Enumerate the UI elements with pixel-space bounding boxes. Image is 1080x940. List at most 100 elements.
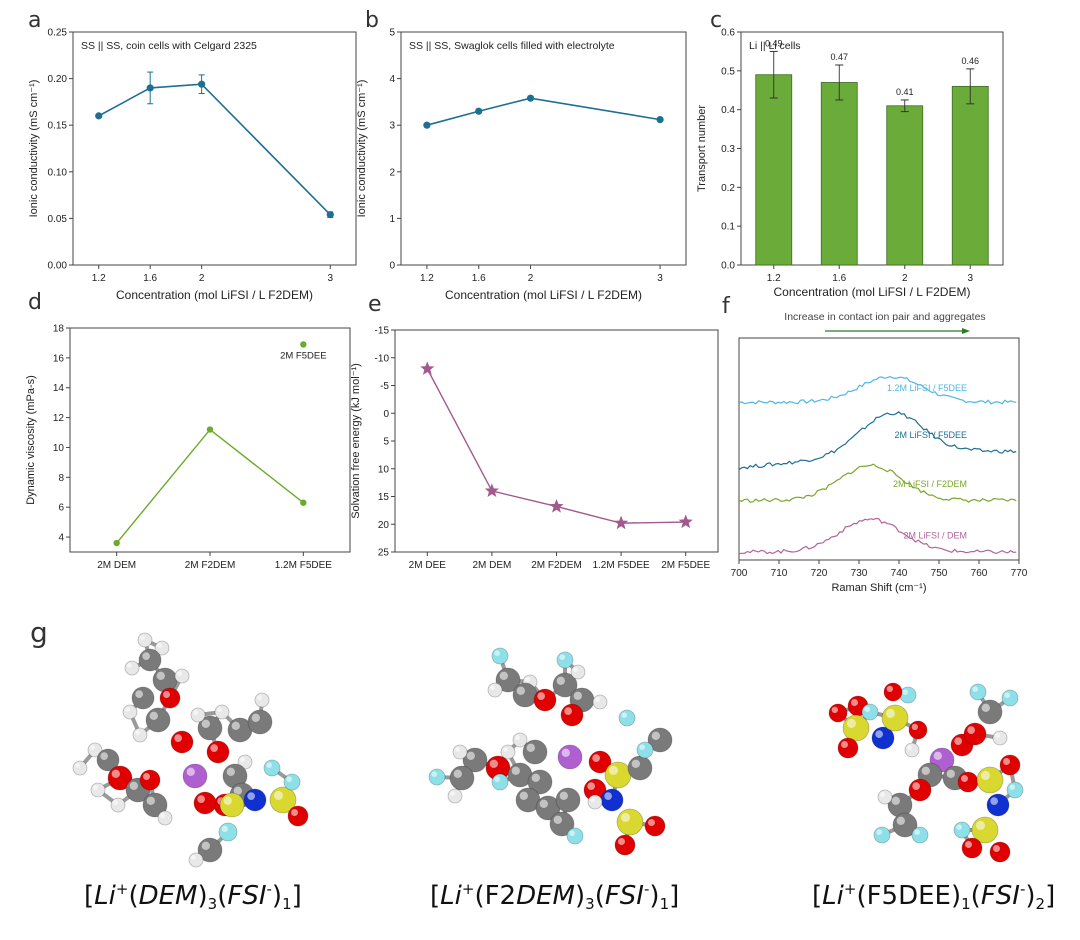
chart-a-xtick-label: 1.6	[143, 273, 157, 284]
molecule-2-atom-highlight	[651, 731, 660, 740]
chart-d-frame	[69, 327, 351, 553]
molecule-1-atom	[124, 660, 140, 676]
molecule-2-atom-highlight	[618, 838, 625, 845]
molecule-2-atom	[452, 744, 468, 760]
chart-e-point-star	[678, 514, 693, 529]
molecule-3-atom-highlight	[912, 782, 921, 791]
molecule-3-atom	[977, 699, 1003, 725]
molecule-1-atom-highlight	[75, 763, 81, 768]
molecule-3-atom-highlight	[995, 733, 1000, 738]
molecule-2-atom	[533, 688, 557, 712]
molecule-2-atom	[447, 788, 463, 804]
molecule-3-atom-highlight	[864, 706, 870, 712]
molecule-2-atom	[428, 768, 446, 786]
molecule-2-atom	[614, 834, 636, 856]
chart-e-ytick-label: 15	[378, 492, 390, 503]
molecule-1-atom	[174, 668, 190, 684]
molecule-3-atom-highlight	[921, 766, 930, 775]
chart-e-xtick-label: 2M DEM	[472, 560, 511, 571]
molecule-3-atom-highlight	[831, 706, 838, 713]
panel-letter-a: a	[28, 8, 42, 33]
molecule-1-atom-highlight	[247, 792, 255, 801]
chart-c-xtick-label: 1.6	[832, 273, 846, 284]
molecule-2-atom-highlight	[608, 765, 618, 775]
molecule-3-atom	[873, 826, 891, 844]
molecule-1-atom-highlight	[240, 757, 245, 762]
chart-d-series-line	[116, 428, 304, 544]
chart-e-ylabel: Solvation free energy (kJ mol⁻¹)	[350, 363, 362, 519]
molecule-3-atom	[961, 837, 983, 859]
panel-letter-c: c	[710, 8, 723, 33]
chart-b-title: SS || SS, Swaglok cells filled with elec…	[409, 40, 615, 52]
molecule-3-atom	[828, 703, 848, 723]
molecule-3-atom-highlight	[846, 718, 856, 728]
molecule-1-atom-highlight	[226, 767, 235, 776]
chart-f-series-label: 2M LiFSI / DEM	[903, 531, 967, 541]
molecule-1-atom	[219, 792, 245, 818]
molecule-3-atom	[908, 778, 932, 802]
molecule-2-atom	[557, 744, 583, 770]
chart-b-ytick-label: 2	[389, 167, 395, 178]
chart-d-ytick-label: 14	[53, 383, 65, 394]
chart-a-xtick-label: 1.2	[92, 273, 106, 284]
chart-f-xtick-label: 730	[851, 568, 868, 579]
molecule-1-atom-highlight	[257, 695, 262, 700]
molecule-3-atom	[861, 703, 879, 721]
chart-d-point	[206, 426, 214, 433]
molecule-1-atom	[132, 727, 148, 743]
molecule-2-atom-highlight	[494, 650, 501, 656]
chart-a-series-line	[98, 83, 331, 216]
chart-b-point	[423, 121, 431, 129]
molecule-1-atom	[137, 632, 153, 648]
chart-e-ytick-label: 10	[378, 464, 390, 475]
molecule-2-atom-highlight	[494, 776, 501, 782]
molecule-3-atom-highlight	[975, 820, 985, 830]
molecule-3-atom	[1006, 781, 1024, 799]
molecule-3-atom-highlight	[875, 730, 884, 739]
chart-a-xtick-label: 2	[199, 273, 205, 284]
molecule-2-atom-highlight	[511, 766, 520, 775]
chart-f-series-label: 2M LiFSI / F2DEM	[893, 479, 967, 489]
chart-d-ytick-label: 6	[58, 503, 64, 514]
molecule-3-atom	[881, 704, 909, 732]
chart-c-xlabel: Concentration (mol LiFSI / L F2DEM)	[774, 285, 971, 299]
molecule-3-atom	[883, 682, 903, 702]
chart-a-ytick-label: 0.10	[48, 167, 68, 178]
chart-c-ytick-label: 0.4	[721, 105, 735, 116]
molecule-1-atom-highlight	[143, 773, 150, 780]
molecule-2-atom	[449, 765, 475, 791]
chart-d-point	[113, 539, 120, 547]
molecule-1-atom	[170, 730, 194, 754]
molecule-1-atom-highlight	[251, 713, 260, 722]
chart-b-point	[656, 116, 664, 124]
molecule-3-atom	[877, 789, 893, 805]
molecule-3-atom-highlight	[946, 769, 955, 778]
chart-b-ytick-label: 1	[389, 214, 395, 225]
chart-c-data-label: 0.47	[830, 52, 848, 62]
chart-e-ytick-label: -10	[375, 353, 390, 364]
molecule-3-atom-highlight	[965, 841, 972, 848]
molecule-2-atom-highlight	[639, 744, 645, 750]
chart-f-spectrum-line	[738, 517, 1017, 555]
chart-a-ytick-label: 0.15	[48, 121, 68, 132]
molecule-1-atom-highlight	[156, 671, 165, 680]
molecule-1-atom-highlight	[93, 785, 99, 790]
molecule-1-atom-highlight	[146, 796, 155, 805]
panel-letter-e: e	[368, 292, 382, 317]
molecule-2-atom	[566, 827, 584, 845]
molecule-2-atom-highlight	[573, 667, 578, 672]
molecule-3-atom-highlight	[914, 829, 920, 835]
molecule-1-atom-highlight	[157, 643, 162, 648]
chart-d-ylabel: Dynamic viscosity (mPa-s)	[25, 375, 37, 505]
molecule-3-atom-highlight	[956, 824, 962, 830]
molecule-1-atom-highlight	[177, 671, 182, 676]
molecule-2-atom-highlight	[564, 707, 573, 716]
molecule-3-atom-highlight	[891, 796, 900, 805]
molecule-2-atom-highlight	[561, 748, 570, 757]
molecule-1-atom-highlight	[127, 663, 132, 668]
molecule-1-atom-highlight	[186, 767, 195, 776]
molecule-1-atom	[190, 707, 206, 723]
molecule-2-atom-highlight	[453, 769, 462, 778]
molecule-2-atom	[592, 694, 608, 710]
